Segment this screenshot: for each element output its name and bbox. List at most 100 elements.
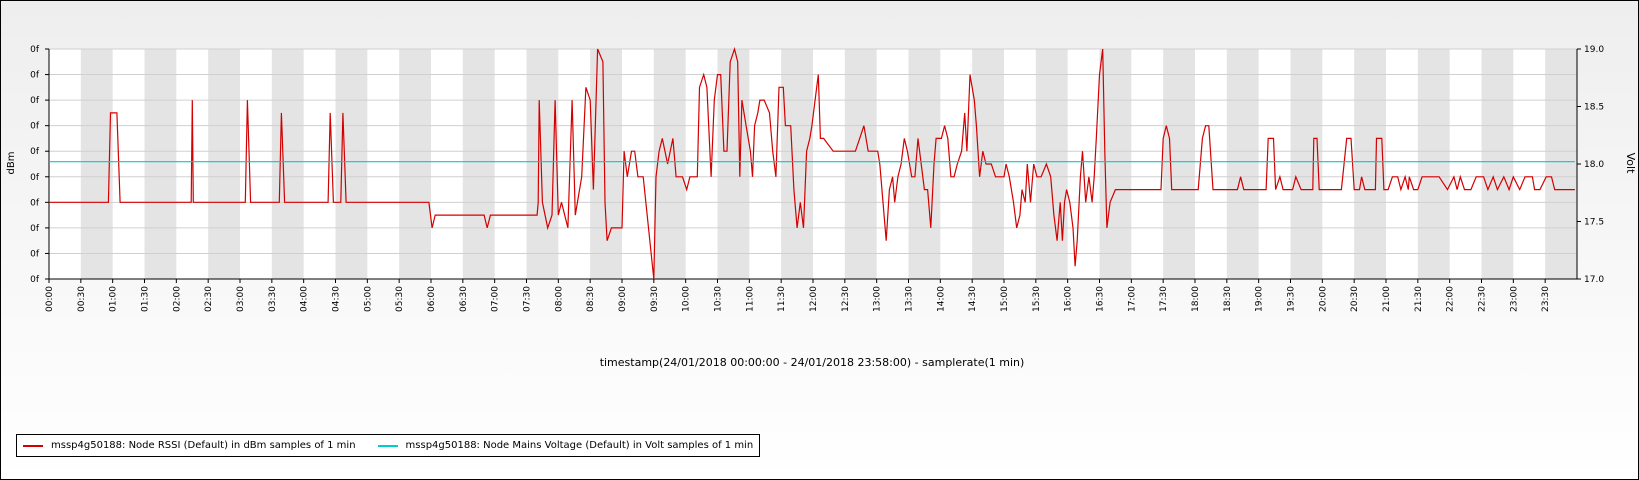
left-tick-label: 0f (30, 275, 40, 285)
x-tick-label: 01:00 (109, 286, 119, 312)
x-tick-label: 02:00 (172, 286, 182, 312)
x-tick-label: 12:00 (809, 286, 819, 312)
x-tick-label: 14:30 (968, 286, 978, 312)
x-tick-label: 06:30 (459, 286, 469, 312)
x-tick-label: 10:00 (682, 286, 692, 312)
time-band (1354, 49, 1386, 279)
axis-labels: dBm Volt timestamp(24/01/2018 00:00:00 -… (6, 45, 1637, 369)
left-tick-label: 0f (30, 224, 40, 234)
x-tick-label: 21:30 (1414, 286, 1424, 312)
time-band (844, 49, 877, 279)
time-band (653, 49, 686, 279)
time-band (271, 49, 304, 279)
x-tick-label: 16:30 (1096, 286, 1106, 312)
time-band (80, 49, 113, 279)
legend-item-voltage: mssp4g50188: Node Mains Voltage (Default… (377, 440, 754, 451)
x-tick-label: 04:00 (300, 286, 310, 312)
x-tick-label: 13:00 (873, 286, 883, 312)
x-tick-label: 09:00 (618, 286, 628, 312)
time-band (1226, 49, 1259, 279)
x-tick-label: 13:30 (905, 286, 915, 312)
x-tick-label: 18:00 (1191, 286, 1201, 312)
x-tick-label: 00:30 (77, 286, 87, 312)
x-tick-label: 08:00 (554, 286, 564, 312)
time-band (399, 49, 431, 279)
right-tick-label: 17.0 (1584, 275, 1604, 285)
time-band (208, 49, 240, 279)
x-tick-label: 05:30 (395, 286, 405, 312)
right-tick-label: 19.0 (1584, 45, 1604, 55)
x-axis-label: timestamp(24/01/2018 00:00:00 - 24/01/20… (600, 356, 1025, 369)
time-band (144, 49, 177, 279)
y-axis-label-right: Volt (1624, 153, 1637, 174)
time-band (462, 49, 495, 279)
time-band (1417, 49, 1450, 279)
left-tick-label: 0f (30, 71, 40, 81)
right-tick-label: 17.5 (1584, 218, 1604, 228)
x-tick-label: 15:30 (1032, 286, 1042, 312)
x-tick-label: 23:30 (1541, 286, 1551, 312)
left-tick-label: 0f (30, 173, 40, 183)
x-tick-label: 20:30 (1350, 286, 1360, 312)
x-tick-label: 18:30 (1223, 286, 1233, 312)
x-tick-label: 19:00 (1255, 286, 1265, 312)
x-tick-label: 08:30 (586, 286, 596, 312)
x-tick-label: 11:30 (777, 286, 787, 312)
data-series (49, 46, 1575, 280)
series-line-rssi (49, 46, 1575, 280)
left-tick-label: 0f (30, 45, 40, 55)
left-tick-label: 0f (30, 147, 40, 157)
y-axis-label-left: dBm (6, 152, 17, 175)
x-tick-label: 22:30 (1478, 286, 1488, 312)
x-tick-label: 00:00 (45, 286, 55, 312)
right-tick-label: 18.0 (1584, 160, 1604, 170)
x-tick-label: 09:30 (650, 286, 660, 312)
x-tick-label: 17:00 (1127, 286, 1137, 312)
time-band (1545, 49, 1577, 279)
x-tick-label: 14:00 (936, 286, 946, 312)
x-tick-label: 11:00 (745, 286, 755, 312)
left-tick-label: 0f (30, 96, 40, 106)
x-tick-label: 17:30 (1159, 286, 1169, 312)
legend-swatch-rssi (23, 444, 43, 447)
x-tick-label: 07:00 (491, 286, 501, 312)
x-tick-label: 16:00 (1064, 286, 1074, 312)
left-tick-label: 0f (30, 122, 40, 132)
legend: mssp4g50188: Node RSSI (Default) in dBm … (16, 434, 761, 457)
legend-item-rssi: mssp4g50188: Node RSSI (Default) in dBm … (23, 440, 356, 451)
right-tick-label: 18.5 (1584, 103, 1604, 113)
time-band (717, 49, 750, 279)
x-tick-label: 21:00 (1382, 286, 1392, 312)
x-tick-label: 12:30 (841, 286, 851, 312)
time-band (1163, 49, 1195, 279)
x-tick-label: 19:30 (1287, 286, 1297, 312)
x-tick-label: 05:00 (363, 286, 373, 312)
legend-label-voltage: mssp4g50188: Node Mains Voltage (Default… (405, 440, 754, 451)
x-tick-label: 10:30 (714, 286, 724, 312)
x-tick-label: 02:30 (204, 286, 214, 312)
x-tick-label: 23:00 (1509, 286, 1519, 312)
x-tick-label: 04:30 (332, 286, 342, 312)
time-band (781, 49, 813, 279)
time-band (1035, 49, 1068, 279)
x-tick-label: 22:00 (1446, 286, 1456, 312)
x-tick-label: 01:30 (141, 286, 151, 312)
x-tick-label: 03:00 (236, 286, 246, 312)
x-tick-label: 20:00 (1318, 286, 1328, 312)
legend-swatch-voltage (377, 444, 398, 447)
x-tick-label: 15:00 (1000, 286, 1010, 312)
time-band (335, 49, 368, 279)
time-band (908, 49, 941, 279)
time-band (590, 49, 622, 279)
axes (45, 48, 1581, 283)
time-bands (49, 49, 1577, 279)
time-band (1290, 49, 1323, 279)
legend-label-rssi: mssp4g50188: Node RSSI (Default) in dBm … (51, 440, 356, 451)
x-tick-label: 03:30 (268, 286, 278, 312)
x-tick-label: 06:00 (427, 286, 437, 312)
left-tick-label: 0f (30, 249, 40, 259)
left-tick-label: 0f (30, 198, 40, 208)
time-band (1481, 49, 1514, 279)
time-band (1099, 49, 1132, 279)
